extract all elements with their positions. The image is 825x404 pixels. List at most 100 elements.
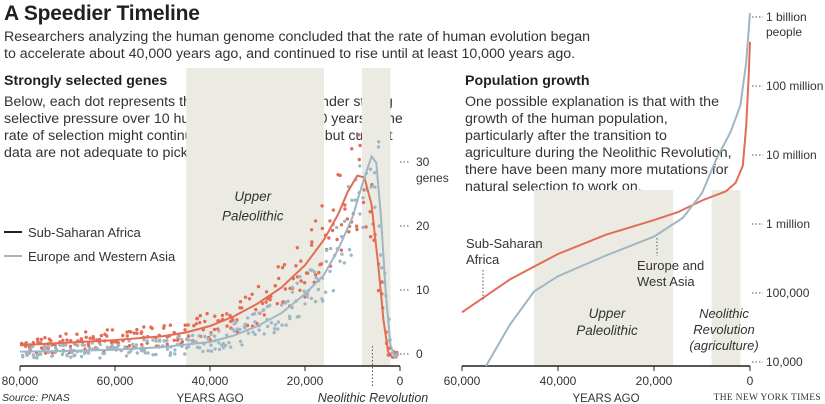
scatter-dot: [339, 223, 344, 227]
scatter-dot: [190, 338, 194, 343]
scatter-dot: [266, 324, 270, 329]
right-neolithic-label-line: Revolution: [693, 322, 754, 337]
credit-line: THE NEW YORK TIMES: [713, 393, 821, 403]
scatter-dot: [176, 338, 180, 342]
scatter-dot: [283, 287, 287, 291]
right-y-tick-label: 1 billion: [766, 10, 807, 24]
scatter-dot: [180, 337, 184, 342]
legend-label-europe: Europe and Western Asia: [28, 248, 176, 264]
page-title: A Speedier Timeline: [4, 2, 200, 25]
scatter-dot: [354, 224, 359, 228]
scatter-dot: [72, 354, 76, 358]
shade-upper-paleolithic: [186, 68, 324, 366]
scatter-dot: [298, 274, 302, 279]
scatter-dot: [377, 140, 381, 144]
scatter-dot: [246, 316, 250, 320]
scatter-dot: [299, 279, 303, 283]
scatter-dot: [262, 332, 266, 336]
scatter-dot: [50, 353, 55, 358]
scatter-dot: [267, 296, 272, 301]
scatter-dot: [198, 313, 202, 318]
scatter-dot: [198, 320, 202, 325]
scatter-dot: [64, 343, 68, 347]
scatter-dot: [277, 276, 281, 281]
right-callout-europe-line: West Asia: [637, 274, 695, 289]
scatter-dot: [65, 354, 69, 358]
scatter-dot: [273, 284, 277, 288]
scatter-dot: [102, 351, 107, 356]
scatter-dot: [53, 345, 58, 350]
right-y-tick-label: 100,000: [766, 286, 810, 300]
scatter-dot: [302, 281, 307, 285]
scatter-dot: [256, 284, 261, 289]
scatter-dot: [284, 323, 288, 327]
scatter-dot: [340, 252, 344, 256]
scatter-dot: [364, 225, 368, 229]
intro-text: Researchers analyzing the human genome c…: [4, 29, 591, 62]
population-line-africa: [461, 41, 751, 314]
shade-upper-paleolithic-right: [534, 190, 674, 366]
scatter-dot: [91, 335, 95, 339]
scatter-dot: [58, 334, 62, 338]
scatter-dot: [151, 353, 155, 357]
trend-line-europe: [19, 154, 397, 359]
scatter-dot: [149, 325, 153, 329]
scatter-dot: [273, 323, 278, 327]
scatter-dot: [212, 334, 217, 338]
left-x-axis-title: YEARS AGO: [176, 393, 243, 404]
scatter-dot: [353, 198, 358, 202]
scatter-dot: [343, 203, 347, 207]
shade-neolithic-right: [711, 190, 741, 366]
scatter-dot: [168, 323, 173, 327]
scatter-dot: [339, 248, 344, 252]
scatter-dot: [331, 208, 336, 212]
right-y-tick-label: 1 million: [766, 217, 810, 231]
left-annotation-1: Paleolithic: [222, 208, 284, 223]
scatter-dot: [132, 331, 136, 335]
scatter-dot: [32, 355, 36, 360]
scatter-dot: [217, 329, 221, 333]
scatter-dot: [209, 343, 213, 347]
scatter-dot: [338, 259, 342, 263]
scatter-dot: [368, 210, 372, 214]
left-chart: Upper Paleolithic 80,000 60,000 40,000 20,000…: [2, 68, 449, 404]
scatter-dot: [275, 301, 279, 306]
scatter-dot: [295, 246, 299, 250]
scatter-dot: [165, 338, 169, 343]
scatter-dot: [220, 313, 225, 318]
scatter-dot: [276, 265, 280, 269]
scatter-dot: [98, 342, 103, 347]
legend-item-europe: Europe and Western Asia: [4, 244, 175, 268]
scatter-dot: [329, 246, 333, 251]
scatter-dot: [145, 339, 149, 343]
scatter-dot: [134, 343, 139, 347]
scatter-dot: [142, 338, 146, 342]
scatter-dot: [295, 281, 299, 285]
scatter-dot: [135, 327, 139, 332]
scatter-dot: [343, 219, 347, 223]
scatter-dot: [213, 347, 217, 351]
source-note: Source: PNAS: [2, 392, 70, 404]
scatter-dot: [212, 327, 217, 332]
scatter-dot: [247, 297, 252, 301]
scatter-dot: [142, 325, 146, 329]
scatter-dot: [206, 349, 210, 353]
left-y-tick-label: 0: [416, 347, 423, 361]
right-x-tick-label: 0: [747, 374, 754, 388]
scatter-dot: [240, 306, 244, 310]
scatter-dot: [368, 167, 373, 171]
scatter-dot: [338, 173, 342, 178]
scatter-dot: [198, 346, 202, 350]
scatter-dot: [368, 235, 373, 239]
scatter-dot: [298, 288, 302, 292]
scatter-dot: [243, 325, 247, 330]
scatter-dot: [127, 350, 131, 355]
scatter-dot: [324, 259, 328, 264]
left-x-tick-label: 60,000: [97, 374, 134, 388]
scatter-dot: [373, 171, 377, 175]
scatter-dot: [47, 345, 51, 349]
scatter-dot: [235, 327, 239, 331]
scatter-dot: [39, 337, 43, 342]
scatter-dot: [86, 351, 91, 355]
scatter-dot: [252, 312, 257, 316]
